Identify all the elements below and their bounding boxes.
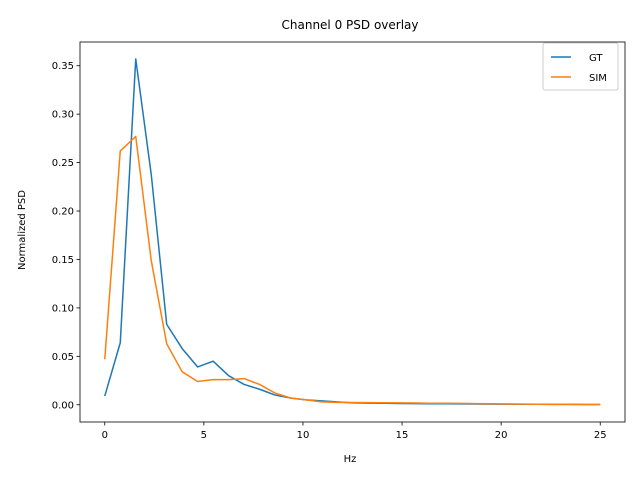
legend-box bbox=[542, 42, 619, 91]
x-tick-label: 5 bbox=[201, 430, 207, 441]
legend-label-sim: SIM bbox=[589, 73, 607, 84]
x-tick-label: 25 bbox=[594, 430, 607, 441]
y-tick-label: 0.00 bbox=[52, 400, 74, 411]
x-tick-label: 20 bbox=[495, 430, 508, 441]
y-tick-label: 0.05 bbox=[52, 352, 74, 363]
y-tick-label: 0.25 bbox=[52, 158, 74, 169]
series-line-sim bbox=[104, 135, 601, 406]
x-tick-label: 10 bbox=[297, 430, 310, 441]
y-tick-label: 0.20 bbox=[52, 207, 74, 218]
y-axis-label: Normalized PSD bbox=[17, 190, 28, 270]
y-tick-label: 0.15 bbox=[52, 255, 74, 266]
chart-title: Channel 0 PSD overlay bbox=[282, 18, 419, 32]
plot-area: 0 5 10 15 20 25 0.00 0.05 0.10 0.15 0.20 0.25 0.30 0.… bbox=[52, 41, 626, 441]
x-axis-label: Hz bbox=[344, 454, 357, 465]
axes-frame bbox=[79, 41, 626, 423]
x-tick-label: 15 bbox=[396, 430, 409, 441]
y-tick-label: 0.10 bbox=[52, 303, 74, 314]
y-tick-label: 0.30 bbox=[52, 110, 74, 121]
x-tick-label: 0 bbox=[102, 430, 108, 441]
y-tick-label: 0.35 bbox=[52, 61, 74, 72]
legend-label-gt: GT bbox=[589, 53, 603, 64]
legend: GT SIM bbox=[542, 42, 619, 91]
